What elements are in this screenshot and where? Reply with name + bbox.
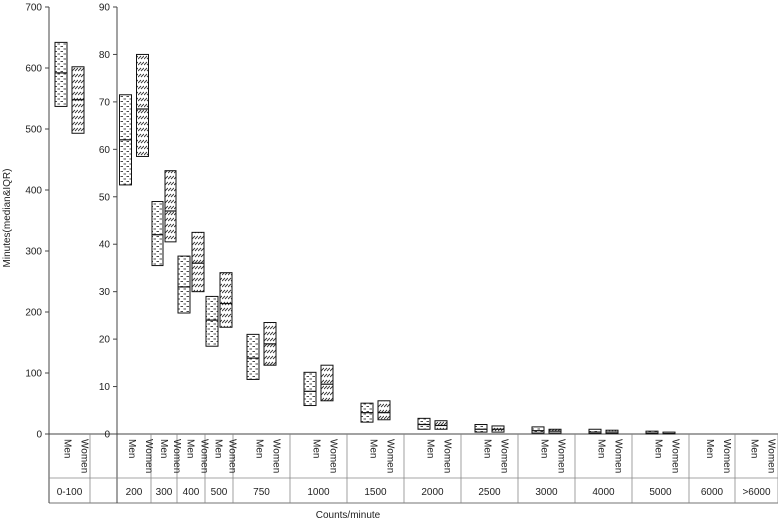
box-women-400 bbox=[191, 231, 205, 293]
box-men-1000 bbox=[303, 371, 317, 407]
sex-label-men: Men bbox=[368, 439, 379, 458]
sex-label-men: Men bbox=[213, 439, 224, 458]
sex-label-men: Men bbox=[254, 439, 265, 458]
right-y-tick-label: 20 bbox=[99, 335, 111, 346]
sex-label-women: Women bbox=[143, 439, 154, 473]
category-label: >6000 bbox=[742, 487, 771, 498]
box-men-500 bbox=[205, 295, 219, 347]
right-y-tick-label: 70 bbox=[99, 97, 111, 108]
sex-label-women: Women bbox=[613, 439, 624, 473]
axes bbox=[45, 6, 778, 504]
box-men-300 bbox=[151, 201, 164, 267]
right-y-tick-label: 60 bbox=[99, 145, 111, 156]
sex-label-men: Men bbox=[185, 439, 196, 458]
sex-label-men: Men bbox=[653, 439, 664, 458]
y-axis-title: Minutes(median&IQR) bbox=[2, 169, 13, 268]
category-label: 0-100 bbox=[57, 487, 83, 498]
category-label: 3000 bbox=[535, 487, 558, 498]
sex-label-men: Men bbox=[158, 439, 169, 458]
sex-label-women: Women bbox=[199, 439, 210, 473]
right-y-tick-label: 50 bbox=[99, 192, 111, 203]
boxes bbox=[54, 41, 676, 435]
labels: 0 100 200 300 400 500 600 700 0 10 20 30 40 50 60 70 80 9… bbox=[25, 3, 776, 499]
left-y-tick-label: 300 bbox=[25, 247, 42, 258]
sex-label-women: Women bbox=[499, 439, 510, 473]
sex-label-women: Women bbox=[670, 439, 681, 473]
sex-label-women: Women bbox=[328, 439, 339, 473]
sex-label-women: Women bbox=[271, 439, 282, 473]
category-label: 300 bbox=[156, 487, 173, 498]
left-y-tick-label: 700 bbox=[25, 3, 42, 14]
box-women-500 bbox=[219, 272, 233, 328]
left-y-tick-label: 100 bbox=[25, 369, 42, 380]
box-men-750 bbox=[246, 333, 260, 380]
left-y-tick-label: 0 bbox=[36, 430, 42, 441]
box-men-400 bbox=[177, 255, 191, 314]
sex-label-men: Men bbox=[482, 439, 493, 458]
sex-label-women: Women bbox=[442, 439, 453, 473]
category-label: 4000 bbox=[592, 487, 615, 498]
box-men-3000 bbox=[531, 426, 545, 434]
sex-label-men: Men bbox=[749, 439, 760, 458]
left-y-tick-label: 500 bbox=[25, 125, 42, 136]
sex-label-men: Men bbox=[311, 439, 322, 458]
box-women-1500 bbox=[377, 400, 391, 421]
category-label: 5000 bbox=[649, 487, 672, 498]
sex-label-men: Men bbox=[425, 439, 436, 458]
box-men-2500 bbox=[474, 424, 488, 433]
category-label: 1000 bbox=[307, 487, 330, 498]
box-men-4000 bbox=[588, 428, 602, 435]
sex-label-men: Men bbox=[62, 439, 73, 458]
box-women-200 bbox=[136, 53, 149, 157]
sex-label-women: Women bbox=[721, 439, 732, 473]
sex-label-women: Women bbox=[766, 439, 777, 473]
box-men-0-100 bbox=[54, 41, 68, 107]
sex-label-men: Men bbox=[596, 439, 607, 458]
sex-label-men: Men bbox=[704, 439, 715, 458]
left-y-tick-label: 600 bbox=[25, 64, 42, 75]
left-y-tick-label: 200 bbox=[25, 308, 42, 319]
category-label: 200 bbox=[126, 487, 143, 498]
box-women-300 bbox=[164, 170, 177, 243]
box-women-1000 bbox=[320, 364, 334, 402]
right-y-tick-label: 80 bbox=[99, 50, 111, 61]
right-y-tick-label: 0 bbox=[104, 430, 110, 441]
category-label: 6000 bbox=[701, 487, 724, 498]
sex-label-men: Men bbox=[126, 439, 137, 458]
sex-label-men: Men bbox=[539, 439, 550, 458]
right-y-tick-label: 40 bbox=[99, 240, 111, 251]
category-label: 500 bbox=[211, 487, 228, 498]
right-y-tick-label: 30 bbox=[99, 287, 111, 298]
right-y-tick-label: 90 bbox=[99, 3, 111, 14]
sex-label-women: Women bbox=[227, 439, 238, 473]
sex-label-women: Women bbox=[556, 439, 567, 473]
right-y-tick-label: 10 bbox=[99, 382, 111, 393]
category-label: 400 bbox=[183, 487, 200, 498]
category-label: 1500 bbox=[364, 487, 387, 498]
box-men-2000 bbox=[417, 417, 431, 430]
category-label: 750 bbox=[253, 487, 270, 498]
sex-label-women: Women bbox=[79, 439, 90, 473]
sex-label-women: Women bbox=[385, 439, 396, 473]
left-y-tick-label: 400 bbox=[25, 186, 42, 197]
category-label: 2500 bbox=[478, 487, 501, 498]
category-label: 2000 bbox=[421, 487, 444, 498]
sex-label-women: Women bbox=[171, 439, 182, 473]
x-axis-title: Counts/minute bbox=[316, 510, 381, 521]
